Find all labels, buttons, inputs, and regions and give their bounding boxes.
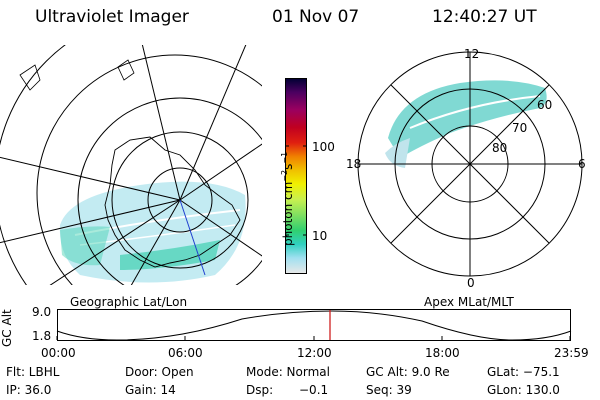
gain-label: Gain: 14: [125, 383, 176, 397]
dsp-value: −0.1: [299, 383, 329, 397]
colorbar-label: photon cm−2s−1: [280, 151, 295, 246]
ip-label: IP: 36.0: [6, 383, 52, 397]
magnetic-polar-plot: [357, 51, 583, 277]
right-panel-caption: Apex MLat/MLT: [424, 295, 514, 309]
altitude-curve: [56, 310, 572, 341]
glat-label: GLat: −75.1: [487, 365, 560, 379]
date-label: 01 Nov 07: [272, 7, 360, 27]
colorbar-tick-10: 10: [312, 229, 328, 243]
seq-label: Seq: 39: [366, 383, 412, 397]
mode-label: Mode: Normal: [246, 365, 330, 379]
aurora-oval: [388, 80, 547, 158]
instrument-title: Ultraviolet Imager: [35, 7, 189, 27]
altitude-y-bottom: 1.8: [32, 329, 52, 343]
mlt-label-18: 18: [346, 157, 362, 171]
time-tick-1200: 12:00: [297, 346, 332, 360]
dsp-label: Dsp:: [246, 383, 274, 397]
time-label: 12:40:27 UT: [432, 7, 537, 27]
altitude-strip: [56, 309, 572, 341]
mlt-label-6: 6: [578, 157, 586, 171]
gc-alt-label: GC Alt: 9.0 Re: [366, 365, 450, 379]
mlat-label-60: 60: [537, 98, 553, 112]
colorbar-tick-100: 100: [312, 140, 335, 154]
mlat-label-70: 70: [512, 121, 528, 135]
geographic-map: [0, 45, 262, 285]
glon-label: GLon: 130.0: [487, 383, 560, 397]
time-tick-2359: 23:59: [554, 346, 589, 360]
time-tick-0600: 06:00: [168, 346, 203, 360]
mlat-label-80: 80: [492, 141, 508, 155]
altitude-y-top: 9.0: [32, 305, 52, 319]
time-tick-0000: 00:00: [41, 346, 76, 360]
time-tick-1800: 18:00: [425, 346, 460, 360]
altitude-ylabel: GC Alt: [0, 309, 14, 347]
door-label: Door: Open: [125, 365, 194, 379]
continent-outline: [104, 136, 241, 268]
left-panel-caption: Geographic Lat/Lon: [70, 295, 188, 309]
mlt-label-0: 0: [467, 276, 475, 290]
filter-label: Flt: LBHL: [6, 365, 60, 379]
colorbar: [285, 78, 307, 274]
mlt-label-12: 12: [464, 47, 480, 61]
